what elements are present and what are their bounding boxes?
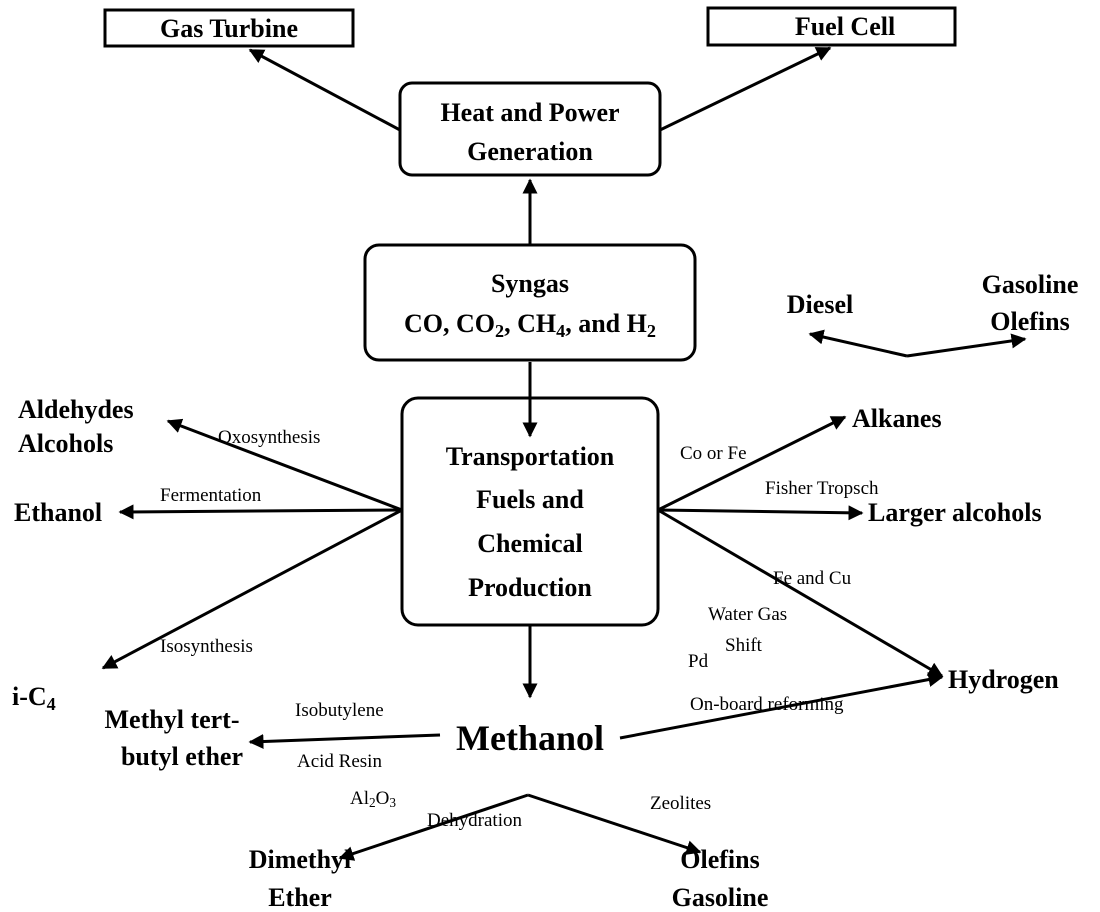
process-label: On-board reforming [690,694,844,715]
arrow [118,504,403,520]
arrow [657,508,944,678]
process-label: Water Gas [708,604,787,625]
product-label: Dimethyl [249,845,352,874]
process-label: Fe and Cu [773,568,852,589]
process-label: Oxosynthesis [218,427,320,448]
transport-label: Transportation [446,442,615,471]
product-label: Alcohols [18,429,113,458]
product-label: Olefins [990,307,1069,336]
product-label: Olefins [680,845,759,874]
arrow [166,418,403,512]
process-label: Co or Fe [680,443,747,464]
arrow [527,793,702,855]
arrow [808,329,908,358]
product-label: i-C4 [12,682,56,714]
process-label: Dehydration [427,810,522,831]
process-label: Al2O3 [350,788,396,810]
heat-power-label: Generation [467,137,593,166]
arrow [657,415,847,512]
process-label: Zeolites [650,793,711,814]
product-label: Gasoline [982,270,1079,299]
arrow [248,733,441,749]
arrow [906,333,1027,358]
syngas-formula: CO, CO2, CH4, and H2 [404,309,656,341]
product-label: Ether [268,883,332,912]
product-label: Diesel [787,290,853,319]
arrow [338,793,529,861]
product-label: Alkanes [852,404,942,433]
product-label: Larger alcohols [868,498,1042,527]
arrow [101,508,403,670]
process-label: Fermentation [160,485,262,506]
arrow [659,46,832,132]
process-label: Acid Resin [297,751,382,772]
process-label: Isobutylene [295,700,384,721]
gas-turbine-label: Gas Turbine [160,14,298,43]
process-label: Fisher Tropsch [765,478,879,499]
product-label: Ethanol [14,498,102,527]
process-label: Pd [688,651,709,672]
fuel-cell-box [706,6,957,47]
product-label: Methyl tert- [105,705,240,734]
transport-label: Fuels and [476,485,584,514]
process-label: Isosynthesis [160,636,253,657]
gas-turbine-box [103,8,355,48]
process-label: Shift [725,635,763,656]
fuel-cell-label: Fuel Cell [795,12,895,41]
methanol-label: Methanol [456,718,604,758]
arrow [657,505,864,521]
product-label: Gasoline [672,883,769,912]
syngas-label: Syngas [491,269,569,298]
heat-power-label: Heat and Power [440,98,619,127]
product-label: butyl ether [121,742,243,771]
transport-label: Chemical [477,529,582,558]
transport-label: Production [468,573,592,602]
product-label: Hydrogen [948,665,1059,694]
arrows [101,46,1027,861]
arrow [248,48,401,132]
product-label: Aldehydes [18,395,134,424]
syngas-box [363,243,697,362]
arrow [619,672,944,740]
